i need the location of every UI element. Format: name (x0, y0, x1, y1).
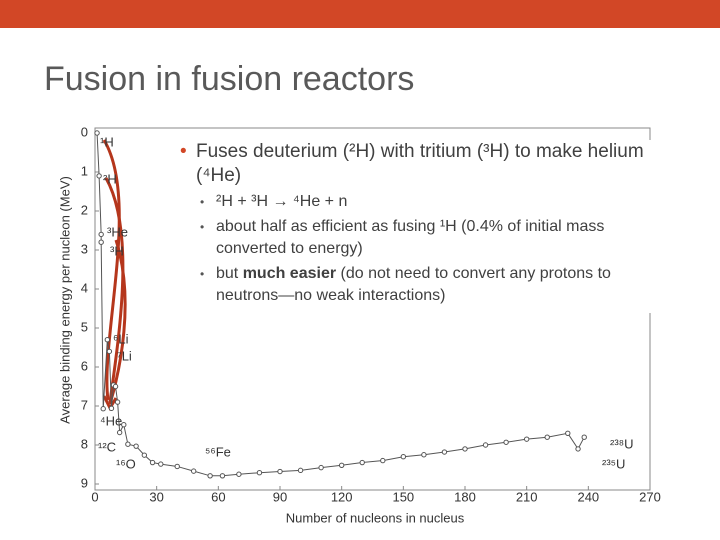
point-label: ⁴He (100, 413, 122, 428)
data-point (149, 459, 156, 466)
x-tick-label: 30 (149, 489, 163, 504)
data-point (482, 442, 489, 448)
bullet-text: ²H + ³H → ⁴He + n (216, 193, 348, 210)
point-label: ³He (107, 224, 128, 239)
point-label: ²H (103, 171, 117, 186)
bullet-text: (do not need to convert any protons to n… (216, 265, 611, 304)
data-point (112, 383, 119, 390)
bullet-text: but (216, 265, 243, 282)
point-label: ¹²C (98, 439, 116, 454)
x-tick-label: 210 (516, 489, 538, 504)
text-box: Fuses deuterium (²H) with tritium (³H) t… (172, 140, 652, 313)
y-tick-label: 4 (81, 280, 88, 295)
data-point (108, 405, 115, 412)
y-tick-label: 1 (81, 163, 88, 178)
data-point (503, 439, 509, 445)
data-point (106, 348, 113, 355)
data-point (125, 441, 131, 447)
data-point (297, 467, 304, 474)
point-label: ⁷Li (117, 348, 132, 363)
x-tick-label: 120 (331, 489, 353, 504)
data-point (116, 429, 123, 436)
x-tick-label: 150 (392, 489, 414, 504)
data-point (256, 469, 263, 476)
slide-title: Fusion in fusion reactors (44, 60, 415, 98)
x-tick-label: 240 (577, 489, 599, 504)
x-tick-label: 60 (211, 489, 225, 504)
data-point (565, 430, 571, 436)
x-tick-label: 90 (273, 489, 287, 504)
data-point (575, 446, 581, 452)
y-tick-label: 2 (81, 202, 88, 217)
bullet-text: about half as efficient as fusing ¹H (0.… (216, 218, 605, 257)
data-point (190, 468, 197, 474)
data-point (141, 452, 148, 458)
y-tick-label: 9 (81, 475, 88, 490)
data-point (380, 457, 386, 464)
data-point (207, 473, 213, 479)
data-point (219, 473, 226, 479)
point-label: ³H (110, 243, 124, 258)
y-tick-label: 0 (81, 124, 88, 139)
point-label: ¹H (100, 134, 114, 149)
x-tick-label: 270 (639, 489, 661, 504)
x-tick-label: 180 (454, 489, 476, 504)
arrow (104, 177, 125, 403)
point-label: ²³⁸U (610, 436, 634, 451)
data-point (338, 462, 345, 468)
y-tick-label: 5 (81, 319, 88, 334)
y-tick-label: 8 (81, 436, 88, 451)
data-point (121, 422, 127, 428)
data-point (400, 454, 407, 460)
data-point (318, 464, 324, 471)
data-point (421, 452, 427, 458)
y-tick-label: 7 (81, 397, 88, 412)
data-point (94, 130, 100, 136)
arrow (102, 139, 121, 401)
data-point (158, 461, 164, 467)
y-axis-label: Average binding energy per nucleon (MeV) (57, 176, 72, 424)
data-point (114, 399, 121, 405)
y-tick-label: 6 (81, 358, 88, 373)
bullet-text: much easier (242, 265, 337, 282)
data-point (100, 406, 106, 412)
data-point (133, 443, 139, 449)
data-point (581, 434, 587, 440)
data-point (98, 231, 104, 238)
y-tick-label: 3 (81, 241, 88, 256)
point-label: ²³⁵U (602, 456, 625, 471)
data-point (359, 459, 365, 466)
point-label: ⁵⁶Fe (205, 444, 231, 459)
data-point (462, 446, 468, 452)
x-tick-label: 0 (91, 489, 98, 504)
data-point (277, 468, 283, 475)
x-axis-label: Number of nucleons in nucleus (286, 510, 465, 525)
sub-bullet: about half as efficient as fusing ¹H (0.… (172, 216, 652, 260)
data-point (544, 434, 550, 440)
data-point (96, 173, 102, 179)
data-point (104, 337, 111, 343)
data-point (523, 436, 530, 442)
arrow (108, 239, 127, 405)
data-point (441, 449, 448, 455)
data-point (174, 463, 180, 470)
data-point (98, 239, 104, 245)
point-label: ¹⁶O (116, 456, 136, 471)
sub-bullet: but much easier (do not need to convert … (172, 263, 652, 307)
point-label: ⁶Li (113, 331, 129, 346)
top-bar (0, 0, 720, 28)
bullet: Fuses deuterium (²H) with tritium (³H) t… (172, 140, 652, 188)
sub-bullet: ²H + ³H → ⁴He + n (172, 191, 652, 213)
data-point (236, 471, 242, 477)
